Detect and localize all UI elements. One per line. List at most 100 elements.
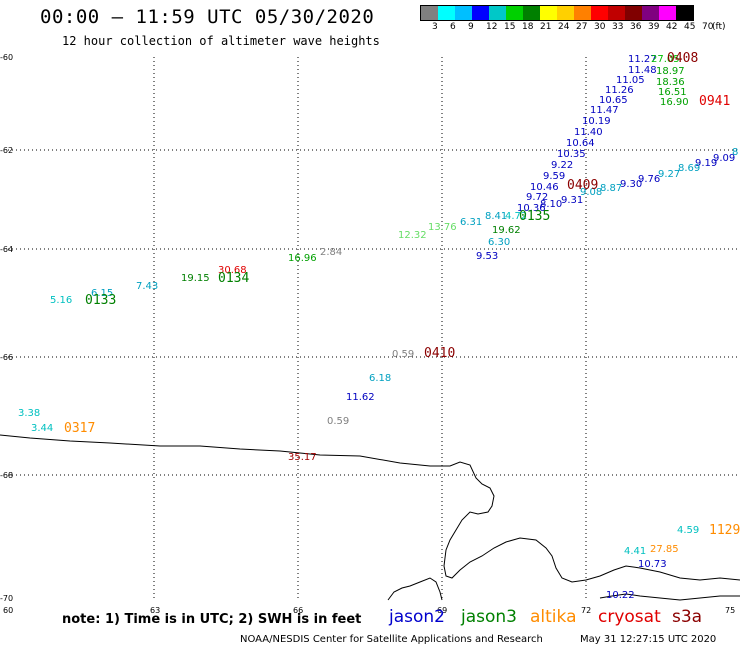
pass-time-label: 0941: [699, 94, 730, 109]
legend-label: (ft): [712, 22, 726, 32]
swh-value: 10.36: [517, 203, 546, 214]
swh-value: 3.44: [31, 423, 53, 434]
legend-swatch: [421, 6, 438, 20]
legend-label: 24: [558, 22, 570, 32]
swh-value: 11.27: [628, 54, 657, 65]
legend-label: 39: [648, 22, 660, 32]
swh-value: 7.43: [136, 281, 158, 292]
color-scale-labels: 3 6 9 12 15 18 21 24 27 30 33 36 39 42 45 70 (ft): [420, 22, 740, 34]
lon-label: 72: [581, 606, 591, 615]
swh-value: 4.41: [624, 546, 646, 557]
legend-label: 9: [468, 22, 474, 32]
pass-time-label: 0133: [85, 293, 116, 308]
legend-swatch: [659, 6, 676, 20]
legend-swatch: [642, 6, 659, 20]
legend-swatch: [574, 6, 591, 20]
observation-labels: 11.2711.4811.0511.2610.6511.4710.1911.40…: [18, 54, 738, 601]
coastline-path: [599, 593, 740, 601]
swh-value: 0.59: [327, 416, 349, 427]
swh-value: 5.16: [50, 295, 72, 306]
legend-swatch: [489, 6, 506, 20]
swh-value: 8.10: [540, 199, 562, 210]
lat-label: -66: [0, 353, 13, 362]
swh-value: 16.51: [658, 87, 687, 98]
lat-label: -64: [0, 245, 13, 254]
swh-value: 9.22: [551, 160, 573, 171]
satellite-cryosat: cryosat: [598, 607, 661, 627]
pass-time-label: 1129: [709, 523, 740, 538]
legend-swatch: [455, 6, 472, 20]
pass-time-label: 0134: [218, 271, 249, 286]
swh-value: 35.17: [288, 452, 317, 463]
legend-swatch: [608, 6, 625, 20]
swh-value: 27.05: [651, 54, 680, 65]
footer-note: note: 1) Time is in UTC; 2) SWH is in fe…: [62, 612, 362, 627]
satellite-s3a: s3a: [672, 607, 703, 627]
swh-value: 3.38: [18, 408, 40, 419]
lat-label: -70: [0, 594, 13, 603]
lat-label: -68: [0, 471, 13, 480]
swh-value: 9.53: [476, 251, 498, 262]
swh-value: 10.19: [582, 116, 611, 127]
swh-value: 11.47: [590, 105, 619, 116]
legend-label: 21: [540, 22, 552, 32]
satellite-altika: altika: [530, 607, 577, 627]
swh-value: 6.15: [91, 288, 113, 299]
swh-value: 19.15: [181, 273, 210, 284]
swh-value: 18.36: [656, 77, 685, 88]
swh-value: 8.41: [485, 211, 507, 222]
swh-value: 8: [732, 147, 738, 158]
legend-label: 30: [594, 22, 606, 32]
pass-time-label: 0410: [424, 346, 455, 361]
color-scale-legend: [420, 5, 694, 21]
legend-label: 70: [702, 22, 714, 32]
legend-label: 45: [684, 22, 696, 32]
swh-value: 10.65: [599, 95, 628, 106]
swh-value: 12.32: [398, 230, 427, 241]
legend-label: 36: [630, 22, 642, 32]
coastline-path: [0, 434, 740, 583]
legend-swatch: [523, 6, 540, 20]
legend-label: 6: [450, 22, 456, 32]
lon-label: 63: [150, 606, 160, 615]
swh-value: 11.62: [346, 392, 375, 403]
axis-labels: -60 -62 -64 -66 -68 -70 60 63 66 69 72 75: [0, 53, 735, 615]
lon-label: 75: [725, 606, 735, 615]
coastline: [0, 434, 740, 601]
legend-label: 27: [576, 22, 588, 32]
swh-value: 18.97: [656, 66, 685, 77]
legend-swatch: [506, 6, 523, 20]
swh-value: 9.30: [620, 179, 642, 190]
legend-label: 15: [504, 22, 516, 32]
swh-value: 9.59: [543, 171, 565, 182]
swh-value: 2.84: [320, 247, 342, 258]
swh-value: 11.40: [574, 127, 603, 138]
swh-value: 4.59: [677, 525, 699, 536]
legend-label: 33: [612, 22, 624, 32]
swh-value: 11.26: [605, 85, 634, 96]
swh-value: 16.90: [660, 97, 689, 108]
legend-swatch: [591, 6, 608, 20]
legend-label: 18: [522, 22, 534, 32]
legend-swatch: [625, 6, 642, 20]
coastline-path: [387, 577, 443, 601]
legend-label: 42: [666, 22, 678, 32]
footer-credit: NOAA/NESDIS Center for Satellite Applica…: [240, 634, 543, 645]
swh-value: 10.35: [557, 149, 586, 160]
swh-value: 8.69: [678, 163, 700, 174]
swh-value: 27.85: [650, 544, 679, 555]
lat-label: -62: [0, 146, 13, 155]
swh-value: 9.27: [658, 169, 680, 180]
swh-value: 16.96: [288, 253, 317, 264]
legend-swatch: [438, 6, 455, 20]
swh-value: 9.19: [695, 158, 717, 169]
lon-label: 69: [437, 606, 447, 615]
swh-value: 30.68: [218, 265, 247, 276]
satellite-jason2: jason2: [389, 607, 445, 627]
swh-value: 9.08: [580, 187, 602, 198]
pass-time-label: 0408: [667, 51, 698, 66]
legend-swatch: [472, 6, 489, 20]
swh-value: 11.48: [628, 65, 657, 76]
swh-value: 4.72: [505, 211, 527, 222]
legend-swatch: [676, 6, 693, 20]
